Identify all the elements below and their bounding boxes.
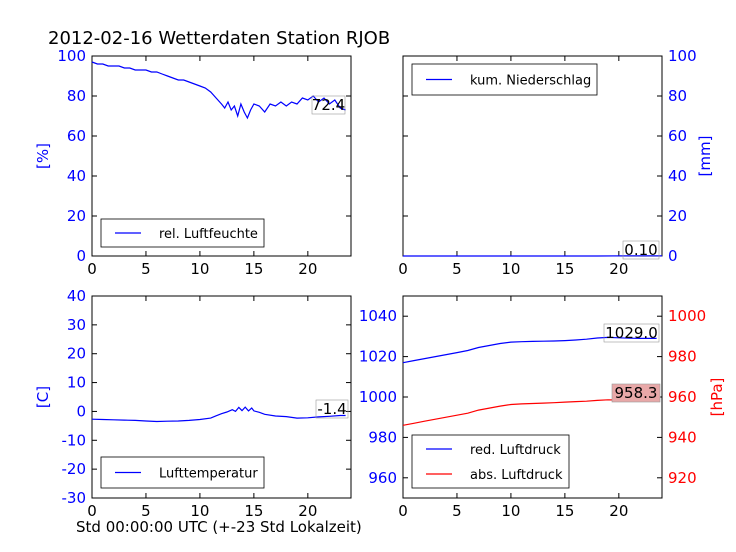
x-tick-label: 15 — [244, 260, 263, 278]
value-annotation: 72.4 — [311, 95, 346, 115]
chart-humidity: 0 5 10 15 20 0 20 40 60 80 100 [%] rel. Luftfeuchte 7… — [34, 47, 352, 278]
plot-frame — [91, 55, 352, 257]
value-annotation: 0.10 — [622, 240, 660, 260]
plot-frame — [91, 295, 352, 499]
x-tick-label: 20 — [298, 502, 317, 520]
y-tick-label: 80 — [668, 87, 687, 105]
x-tick-label: 15 — [244, 502, 263, 520]
x-tick-label: 0 — [87, 260, 97, 278]
value-annotation: -1.4 — [315, 399, 349, 419]
x-tick-label: 10 — [501, 260, 520, 278]
y-tick-label-right: 980 — [668, 348, 697, 366]
y-tick-label-right: 1000 — [668, 307, 706, 325]
y-tick-label-right: 920 — [668, 469, 697, 487]
y-tick-label: 100 — [57, 47, 86, 65]
series-line — [91, 61, 346, 120]
annotation-text: 958.3 — [615, 384, 658, 402]
y-tick-label: 40 — [67, 167, 86, 185]
series-line — [91, 406, 346, 423]
series-line — [402, 399, 657, 426]
chart-temperature: 0 5 10 15 20 -30 -20 -10 0 10 20 30 40 [C] Lufttempera… — [34, 287, 352, 520]
y-tick-label: 80 — [67, 87, 86, 105]
y-tick-label: 30 — [67, 316, 86, 334]
legend-label: red. Luftdruck — [470, 443, 561, 458]
legend-label: Lufttemperatur — [159, 467, 258, 482]
value-annotation: 958.3 — [611, 383, 661, 403]
y-tick-label: 0 — [76, 402, 86, 420]
y-tick-label-right: 960 — [668, 388, 697, 406]
annotation-text: 1029.0 — [605, 324, 658, 342]
annotation-text: -1.4 — [317, 400, 346, 418]
annotation-box — [622, 240, 660, 260]
y-tick-label: 20 — [67, 207, 86, 225]
y-tick-label: -30 — [62, 489, 87, 507]
legend-box — [411, 434, 570, 489]
x-tick-label: 0 — [398, 260, 408, 278]
y-tick-label-left: 960 — [368, 469, 397, 487]
x-tick-label: 10 — [190, 260, 209, 278]
y-tick-label-right: 940 — [668, 428, 697, 446]
legend: Lufttemperatur — [100, 456, 265, 489]
y-tick-label-left: 1000 — [359, 388, 397, 406]
legend-label: abs. Luftdruck — [470, 468, 563, 483]
x-tick-label: 10 — [190, 502, 209, 520]
legend-label: rel. Luftfeuchte — [159, 227, 258, 242]
y-tick-label: 10 — [67, 374, 86, 392]
y-axis-label: [mm] — [696, 136, 714, 177]
series-line — [402, 336, 657, 364]
legend: kum. Niederschlag — [411, 63, 598, 96]
value-annotation: 1029.0 — [603, 323, 660, 343]
annotation-text: 0.10 — [624, 241, 657, 259]
annotation-text: 72.4 — [312, 96, 345, 114]
x-tick-label: 15 — [555, 502, 574, 520]
x-tick-label: 10 — [501, 502, 520, 520]
y-axis-label: [C] — [34, 386, 52, 408]
annotation-box — [603, 323, 660, 343]
x-tick-label: 5 — [141, 260, 151, 278]
legend: rel. Luftfeuchte — [100, 218, 265, 248]
x-tick-label: 0 — [87, 502, 97, 520]
x-tick-label: 0 — [398, 502, 408, 520]
y-axis-label: [%] — [34, 143, 52, 169]
y-tick-label: -20 — [62, 460, 87, 478]
y-tick-label-left: 980 — [368, 428, 397, 446]
annotation-box — [315, 399, 349, 419]
y-tick-label: 0 — [76, 247, 86, 265]
x-tick-label: 20 — [609, 260, 628, 278]
y-tick-label-left: 1040 — [359, 307, 397, 325]
y-tick-label: 40 — [668, 167, 687, 185]
x-tick-label: 5 — [141, 502, 151, 520]
y-axis-label: [hPa] — [708, 378, 726, 417]
y-tick-label: 100 — [668, 47, 697, 65]
y-tick-label: 20 — [668, 207, 687, 225]
x-tick-label: 15 — [555, 260, 574, 278]
y-tick-label: 60 — [668, 127, 687, 145]
y-tick-label: 40 — [67, 287, 86, 305]
legend-label: kum. Niederschlag — [470, 74, 591, 89]
y-tick-label: 20 — [67, 345, 86, 363]
y-tick-label: -10 — [62, 431, 87, 449]
chart-precipitation: 0 5 10 15 20 0 20 40 60 80 100 [mm] kum. Niederschla… — [398, 47, 714, 278]
x-tick-label: 5 — [452, 502, 462, 520]
bottom-caption: Std 00:00:00 UTC (+-23 Std Lokalzeit) — [76, 518, 362, 536]
legend: red. Luftdruck abs. Luftdruck — [411, 434, 570, 489]
y-tick-label: 0 — [668, 247, 678, 265]
x-tick-label: 5 — [452, 260, 462, 278]
figure-title: 2012-02-16 Wetterdaten Station RJOB — [48, 28, 390, 49]
x-tick-label: 20 — [609, 502, 628, 520]
y-tick-label-left: 1020 — [359, 348, 397, 366]
x-tick-label: 20 — [298, 260, 317, 278]
y-tick-label: 60 — [67, 127, 86, 145]
annotation-box — [311, 95, 346, 115]
chart-pressure: 0 5 10 15 20 960 980 1000 1020 1040 920 940 960 980 10… — [359, 295, 726, 520]
annotation-box — [611, 383, 661, 403]
